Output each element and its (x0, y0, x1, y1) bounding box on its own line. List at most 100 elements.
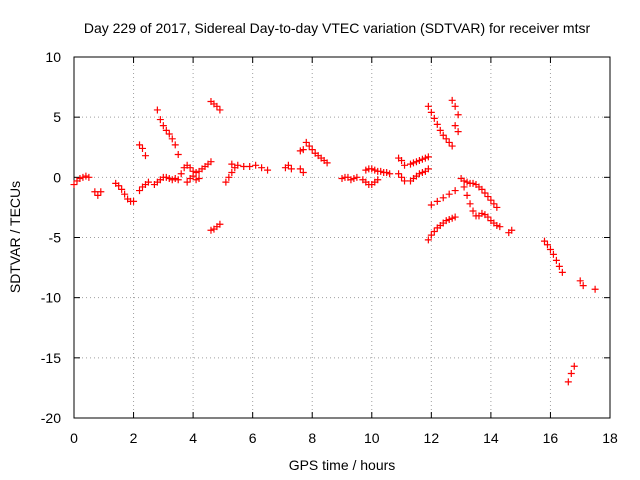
data-point (192, 176, 200, 184)
data-point (383, 169, 391, 177)
data-point (91, 188, 99, 196)
data-point (353, 173, 361, 181)
y-tick-label: -10 (41, 290, 61, 306)
data-point (469, 179, 477, 187)
data-point (386, 170, 394, 178)
data-point (564, 378, 572, 386)
data-point (70, 181, 78, 189)
data-point (371, 166, 379, 174)
data-point (427, 201, 435, 209)
data-segment (296, 146, 307, 155)
data-segment (296, 165, 307, 177)
data-point (415, 156, 423, 164)
data-segment (222, 164, 239, 186)
data-point (165, 130, 173, 138)
y-axis-label: SDTVAR / TECUs (7, 181, 23, 293)
data-point (398, 156, 406, 164)
data-point (207, 226, 215, 234)
data-point (82, 172, 90, 180)
y-tick-label: 5 (53, 109, 61, 125)
data-point (296, 165, 304, 173)
data-point (549, 250, 557, 258)
data-point (362, 166, 370, 174)
data-point (216, 220, 224, 228)
data-point (555, 262, 563, 270)
data-point (207, 158, 215, 166)
data-point (493, 203, 501, 211)
data-point (189, 172, 197, 180)
data-point (85, 173, 93, 181)
data-point (186, 164, 194, 172)
data-point (478, 185, 486, 193)
data-point (576, 277, 584, 285)
data-point (540, 237, 548, 245)
data-point (115, 182, 123, 190)
data-segment (448, 96, 462, 119)
data-segment (359, 176, 382, 189)
x-tick-label: 18 (602, 430, 618, 446)
data-point (579, 282, 587, 290)
data-point (436, 126, 444, 134)
data-point (427, 231, 435, 239)
data-segment (424, 213, 459, 244)
data-point (323, 159, 331, 167)
data-point (168, 135, 176, 143)
data-point (171, 141, 179, 149)
data-point (558, 268, 566, 276)
data-point (216, 106, 224, 114)
data-point (350, 175, 358, 183)
data-point (409, 159, 417, 167)
data-point (439, 131, 447, 139)
data-segment (338, 173, 361, 184)
y-tick-label: 0 (53, 169, 61, 185)
data-point (481, 189, 489, 197)
data-point (299, 146, 307, 154)
data-point (287, 165, 295, 173)
data-point (97, 188, 105, 196)
data-segment (281, 161, 295, 173)
data-point (433, 197, 441, 205)
data-point (445, 190, 453, 198)
data-point (240, 163, 248, 171)
data-point (401, 161, 409, 169)
data-segment (457, 175, 501, 211)
data-segment (451, 122, 462, 136)
data-point (228, 160, 236, 168)
x-axis-label: GPS time / hours (289, 457, 396, 473)
data-segment (150, 173, 179, 189)
x-tick-label: 2 (130, 430, 138, 446)
data-point (484, 193, 492, 201)
data-points (70, 96, 599, 386)
data-segment (395, 154, 409, 169)
data-point (445, 215, 453, 223)
data-point (338, 175, 346, 183)
data-point (299, 169, 307, 177)
chart-title: Day 229 of 2017, Sidereal Day-to-day VTE… (84, 20, 591, 36)
data-segment (406, 165, 432, 185)
data-point (493, 221, 501, 229)
x-tick-label: 6 (249, 430, 257, 446)
data-point (395, 170, 403, 178)
data-point (141, 152, 149, 160)
data-point (264, 166, 272, 174)
data-segment (576, 277, 599, 293)
data-point (424, 236, 432, 244)
data-point (496, 223, 504, 231)
data-point (165, 175, 173, 183)
data-point (415, 170, 423, 178)
data-point (136, 187, 144, 195)
data-point (162, 173, 170, 181)
data-point (543, 241, 551, 249)
data-point (570, 362, 578, 370)
data-point (213, 102, 221, 110)
data-point (192, 169, 200, 177)
data-point (159, 122, 167, 130)
data-point (118, 185, 126, 193)
axis-ticks (73, 56, 611, 419)
x-tick-label: 8 (308, 430, 316, 446)
data-segment (112, 179, 138, 205)
data-point (144, 178, 152, 186)
data-segment (207, 98, 224, 114)
data-point (478, 209, 486, 217)
